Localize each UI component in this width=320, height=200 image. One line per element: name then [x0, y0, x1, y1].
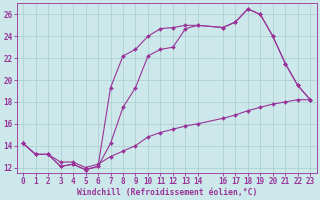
X-axis label: Windchill (Refroidissement éolien,°C): Windchill (Refroidissement éolien,°C)	[76, 188, 257, 197]
